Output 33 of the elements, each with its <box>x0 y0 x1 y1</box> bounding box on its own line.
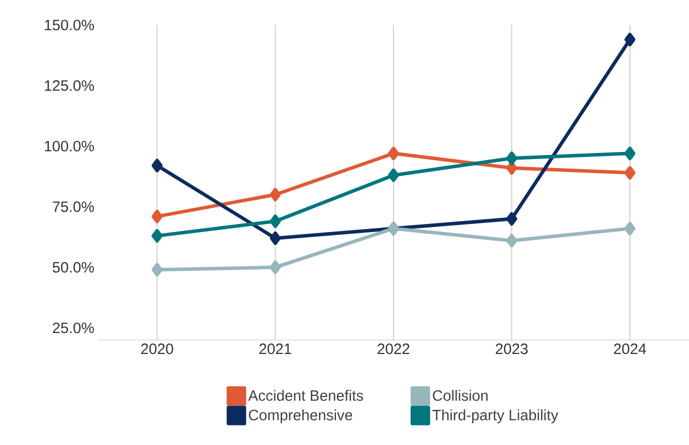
point <box>388 168 400 182</box>
point <box>506 212 518 226</box>
y-tick-label: 50.0% <box>52 262 94 273</box>
point <box>624 146 636 160</box>
point <box>270 214 281 228</box>
legend-label: Accident Benefits <box>248 390 364 401</box>
point <box>624 166 636 180</box>
x-tick-label: 2024 <box>614 344 646 354</box>
point <box>624 222 636 236</box>
point <box>506 161 518 175</box>
point <box>152 262 163 276</box>
point <box>152 210 163 224</box>
x-tick-label: 2022 <box>378 344 410 354</box>
point <box>624 32 636 46</box>
y-tick-label: 125.0% <box>44 80 94 91</box>
legend-label: Collision <box>432 390 488 401</box>
x-tick-label: 2023 <box>496 344 528 354</box>
x-tick-label: 2020 <box>141 344 174 354</box>
y-tick-label: 150.0% <box>44 20 94 30</box>
y-tick-label: 75.0% <box>52 201 94 212</box>
point <box>388 146 400 160</box>
point <box>270 231 281 245</box>
y-tick-label: 100.0% <box>44 140 94 152</box>
x-tick-label: 2021 <box>259 344 292 354</box>
point <box>506 152 518 166</box>
point <box>270 260 281 274</box>
point <box>152 158 163 172</box>
point <box>270 188 281 202</box>
point <box>152 229 163 243</box>
point <box>506 234 518 248</box>
legend-label: Third-party Liability <box>432 409 558 424</box>
legend-label: Comprehensive <box>248 409 352 424</box>
y-tick-label: 25.0% <box>52 322 94 334</box>
